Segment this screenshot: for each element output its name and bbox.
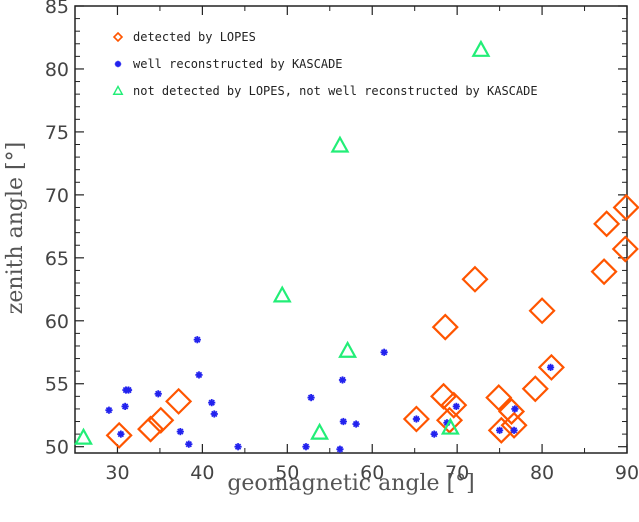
kascade-star-marker (193, 336, 201, 344)
x-tick-label: 80 (530, 462, 554, 484)
lopes-diamond-marker (105, 421, 133, 449)
x-tick-label: 60 (360, 462, 384, 484)
kascade-star-marker (338, 376, 347, 384)
kascade-star-marker (210, 410, 218, 418)
lopes-diamond-marker (500, 411, 528, 439)
not-detected-triangle-marker (74, 427, 93, 445)
lopes-diamond-marker (165, 387, 193, 415)
x-tick-label: 90 (615, 462, 639, 484)
kascade-star-marker (336, 445, 344, 453)
lopes-diamond-marker (485, 384, 513, 412)
kascade-star-marker (452, 402, 460, 411)
legend: detected by LOPES well reconstructed by K… (112, 30, 538, 98)
legend-label: well reconstructed by KASCADE (133, 57, 343, 71)
kascade-star-marker (176, 427, 184, 436)
legend-triangle-icon (112, 85, 124, 95)
x-tick-label: 70 (445, 462, 469, 484)
plot-frame (74, 5, 628, 454)
kascade-star-marker (307, 393, 315, 402)
legend-label: detected by LOPES (133, 30, 256, 44)
not-detected-triangle-marker (330, 135, 350, 153)
legend-star-icon (114, 60, 122, 68)
not-detected-triangle-marker (272, 285, 292, 303)
kascade-star-marker (510, 426, 518, 434)
lopes-diamond-marker (402, 405, 430, 433)
x-axis-label: geomagnetic angle [°] (227, 471, 474, 496)
axis-tick-labels: 30 40 50 60 70 80 90 50 55 60 65 70 75 80 85 (45, 0, 639, 484)
y-tick-label: 65 (45, 248, 69, 270)
y-tick-label: 50 (45, 437, 69, 459)
y-tick-label: 75 (45, 122, 69, 144)
kascade-star-marker (234, 443, 242, 451)
lopes-diamond-marker (440, 391, 468, 419)
x-tick-label: 40 (190, 462, 214, 484)
y-tick-label: 60 (45, 311, 69, 333)
lopes-diamond-marker (487, 416, 515, 444)
kascade-star-marker (121, 402, 129, 411)
legend-label: not detected by LOPES, not well reconstr… (133, 84, 538, 98)
lopes-diamond-marker (521, 375, 549, 403)
kascade-star-marker (339, 417, 347, 426)
lopes-diamond-marker (497, 397, 526, 426)
lopes-diamond-marker (528, 297, 556, 325)
lopes-diamond-marker (461, 265, 489, 293)
kascade-star-marker (124, 386, 133, 394)
kascade-star-marker (154, 390, 162, 398)
data-points (74, 39, 639, 453)
lopes-diamond-marker (431, 313, 459, 341)
not-detected-triangle-marker (471, 39, 491, 57)
x-tick-label: 30 (105, 462, 129, 484)
y-tick-label: 80 (45, 59, 69, 81)
x-tick-label: 50 (275, 462, 299, 484)
kascade-star-marker (380, 348, 388, 356)
lopes-diamond-marker (435, 406, 464, 434)
kascade-star-marker (496, 426, 504, 434)
kascade-star-marker (412, 415, 420, 423)
lopes-diamond-marker (147, 406, 175, 434)
not-detected-triangle-marker (440, 417, 460, 435)
lopes-diamond-marker (612, 193, 639, 222)
kascade-star-marker (430, 430, 438, 438)
lopes-diamond-marker (537, 353, 565, 381)
kascade-star-marker (352, 420, 360, 428)
y-tick-label: 55 (45, 374, 69, 396)
not-detected-triangle-marker (310, 422, 330, 440)
kascade-star-marker (185, 440, 193, 448)
y-tick-label: 85 (45, 0, 69, 18)
kascade-star-marker (302, 443, 310, 451)
kascade-star-marker (105, 406, 113, 414)
y-tick-label: 70 (45, 185, 69, 207)
kascade-star-marker (208, 399, 216, 407)
lopes-diamond-marker (611, 235, 639, 263)
y-axis-label: zenith angle [°] (3, 142, 28, 314)
not-detected-triangle-marker (338, 340, 358, 358)
kascade-star-marker (117, 430, 125, 438)
kascade-star-marker (546, 363, 555, 371)
lopes-diamond-marker (593, 210, 621, 238)
lopes-diamond-marker (137, 415, 165, 443)
kascade-star-marker (195, 371, 203, 379)
legend-diamond-icon (112, 31, 124, 43)
lopes-diamond-marker (590, 258, 618, 286)
kascade-star-marker (511, 405, 519, 413)
